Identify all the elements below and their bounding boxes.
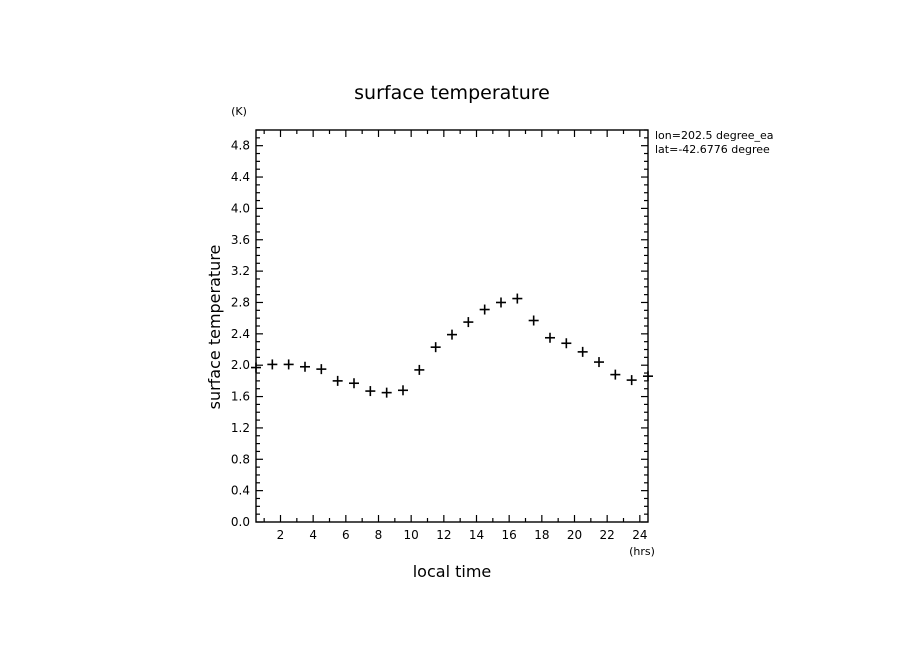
- x-axis-title: local time: [413, 562, 492, 581]
- chart-title: surface temperature: [354, 82, 550, 104]
- x-tick-label: 6: [342, 528, 350, 542]
- data-point: [528, 315, 539, 326]
- x-axis-unit: (hrs): [629, 545, 655, 558]
- x-tick-label: 4: [309, 528, 317, 542]
- data-point: [577, 346, 588, 357]
- x-tick-label: 20: [567, 528, 582, 542]
- x-tick-label: 18: [534, 528, 549, 542]
- y-axis-title: surface temperature: [205, 245, 224, 410]
- data-point: [626, 375, 637, 386]
- y-axis-unit: (K): [231, 105, 247, 118]
- y-axis: 0.0 0.4 0.8 1.2 1.6 2.0 2.4 2.8 3.2 3.6 4.0 4.4 4.8: [231, 129, 648, 529]
- data-point: [251, 362, 261, 373]
- data-point: [381, 387, 392, 398]
- y-tick-label: 3.2: [231, 264, 250, 278]
- y-tick-label: 1.2: [231, 421, 250, 435]
- y-tick-label: 4.8: [231, 139, 250, 153]
- x-axis: 2 4 6 8 10 12 14 16 18 20 22 24: [263, 130, 647, 542]
- data-point: [300, 361, 310, 372]
- x-tick-label: 12: [436, 528, 451, 542]
- y-tick-label: 0.8: [231, 452, 250, 466]
- data-point: [512, 293, 523, 304]
- data-point: [414, 364, 425, 375]
- data-point: [610, 369, 621, 380]
- data-point: [267, 359, 278, 370]
- data-point: [545, 332, 555, 343]
- x-tick-label: 14: [469, 528, 484, 542]
- x-tick-label: 22: [600, 528, 615, 542]
- data-point: [316, 364, 327, 375]
- x-tick-label: 24: [632, 528, 647, 542]
- x-tick-label: 8: [375, 528, 383, 542]
- y-tick-label: 4.0: [231, 201, 250, 215]
- data-point: [283, 359, 294, 370]
- data-point: [332, 375, 343, 386]
- lat-annotation: lat=-42.6776 degree: [655, 143, 770, 156]
- y-tick-label: 0.4: [231, 484, 250, 498]
- y-tick-label: 2.4: [231, 327, 250, 341]
- x-tick-label: 2: [277, 528, 285, 542]
- data-point: [365, 386, 376, 397]
- y-tick-label: 2.0: [231, 358, 250, 372]
- data-point: [463, 317, 474, 328]
- data-point: [561, 338, 572, 349]
- data-point: [496, 297, 506, 308]
- y-tick-label: 4.4: [231, 170, 250, 184]
- y-tick-label: 2.8: [231, 295, 250, 309]
- data-point: [430, 342, 441, 353]
- data-point: [643, 371, 653, 382]
- data-point: [349, 378, 359, 389]
- data-point: [479, 304, 490, 315]
- data-series: [251, 293, 653, 398]
- x-tick-label: 16: [502, 528, 517, 542]
- lon-annotation: lon=202.5 degree_ea: [655, 129, 774, 142]
- data-point: [594, 357, 604, 368]
- data-point: [447, 329, 457, 340]
- data-point: [398, 385, 408, 396]
- y-tick-label: 3.6: [231, 233, 250, 247]
- y-tick-label: 1.6: [231, 390, 250, 404]
- y-tick-label: 0.0: [231, 515, 250, 529]
- plot-frame: [255, 129, 649, 523]
- x-tick-label: 10: [404, 528, 419, 542]
